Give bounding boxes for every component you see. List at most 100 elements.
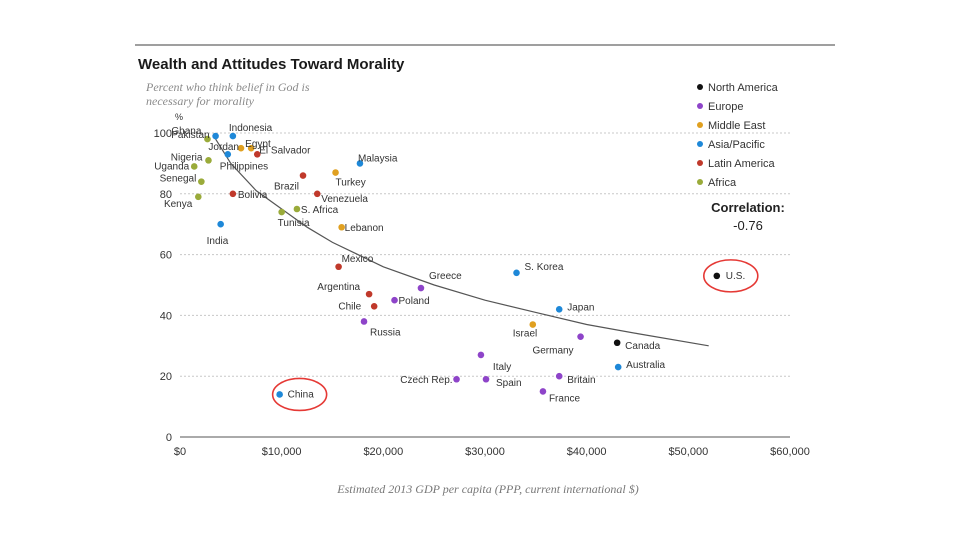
point-label-mexico: Mexico <box>342 254 374 265</box>
legend-marker-north-america <box>697 84 703 90</box>
point-ghana <box>204 135 211 143</box>
point-label-brazil: Brazil <box>274 182 299 193</box>
point-spain <box>482 375 490 383</box>
y-unit-label: % <box>175 112 183 122</box>
point-label-indonesia: Indonesia <box>229 123 273 134</box>
point-italy <box>477 351 485 359</box>
point-label-france: France <box>549 393 581 404</box>
x-tick-label: $30,000 <box>465 446 505 458</box>
legend-label-africa: Africa <box>708 177 737 189</box>
legend-label-middle-east: Middle East <box>708 120 765 132</box>
point-philippines <box>224 150 232 158</box>
point-label-greece: Greece <box>429 271 462 282</box>
chart-subtitle-line-2: necessary for morality <box>146 94 255 108</box>
point-label-chile: Chile <box>338 301 361 312</box>
point-pakistan <box>212 132 219 140</box>
point-venezuela <box>313 190 321 198</box>
point-mexico <box>335 263 342 271</box>
point-czech-rep <box>453 375 460 383</box>
x-tick-label: $0 <box>174 446 186 458</box>
chart-title: Wealth and Attitudes Toward Morality <box>138 56 405 73</box>
point-label-kenya: Kenya <box>164 199 193 210</box>
point-label-nigeria: Nigeria <box>171 152 203 163</box>
y-tick-label: 80 <box>160 189 172 201</box>
x-tick-label: $60,000 <box>770 446 810 458</box>
y-tick-label: 20 <box>160 371 172 383</box>
point-britain <box>555 372 563 380</box>
axes: 0 20 40 60 80 100 $0 $10,000 $20,000 $30,000 $40,0… <box>154 128 810 458</box>
correlation-label: Correlation: <box>711 200 785 215</box>
legend-marker-europe <box>697 103 703 109</box>
point-label-poland: Poland <box>399 296 430 307</box>
x-tick-label: $10,000 <box>262 446 302 458</box>
trendline <box>215 138 709 347</box>
y-tick-label: 100 <box>154 128 172 140</box>
point-label-italy: Italy <box>493 362 511 373</box>
point-u-s <box>713 272 721 280</box>
point-label-tunisia: Tunisia <box>278 218 310 229</box>
correlation-value: -0.76 <box>733 218 763 233</box>
highlight-circles <box>271 259 759 412</box>
point-indonesia <box>229 132 237 140</box>
x-tick-label: $40,000 <box>567 446 607 458</box>
point-turkey <box>332 169 339 176</box>
point-greece <box>417 284 425 292</box>
legend-label-north-america: North America <box>708 82 779 94</box>
point-label-israel: Israel <box>513 329 537 340</box>
point-label-pakistan: Pakistan <box>171 130 209 141</box>
point-germany <box>577 333 584 340</box>
y-tick-label: 40 <box>160 310 172 322</box>
point-label-u-s: U.S. <box>726 271 745 282</box>
x-tick-label: $20,000 <box>363 446 403 458</box>
point-senegal <box>198 178 205 185</box>
point-canada <box>613 339 621 347</box>
point-china <box>276 391 283 398</box>
point-poland <box>391 296 398 304</box>
point-label-philippines: Philippines <box>220 161 268 172</box>
point-label-bolivia: Bolivia <box>238 190 268 201</box>
point-label-uganda: Uganda <box>154 161 189 172</box>
point-label-s-korea: S. Korea <box>525 262 564 273</box>
point-s-korea <box>513 269 520 277</box>
highlight-china <box>271 377 328 412</box>
point-chile <box>370 302 378 310</box>
legend-marker-africa <box>697 179 703 185</box>
point-label-spain: Spain <box>496 378 522 389</box>
point-egypt <box>247 144 255 152</box>
x-axis-label: Estimated 2013 GDP per capita (PPP, curr… <box>336 482 638 496</box>
point-label-canada: Canada <box>625 341 660 352</box>
point-label-argentina: Argentina <box>317 282 360 293</box>
point-label-jordan: Jordan <box>208 142 239 153</box>
point-label-senegal: Senegal <box>160 174 197 185</box>
point-label-japan: Japan <box>567 302 594 313</box>
legend-marker-middle-east <box>697 122 703 128</box>
legend-label-asia-pacific: Asia/Pacific <box>708 139 765 151</box>
trendline-group <box>215 138 709 347</box>
point-label-malaysia: Malaysia <box>358 153 398 164</box>
point-france <box>539 388 547 395</box>
y-tick-label: 0 <box>166 432 172 444</box>
point-russia <box>360 318 368 325</box>
point-jordan <box>237 144 245 152</box>
point-label-turkey: Turkey <box>336 178 366 189</box>
legend-marker-latin-america <box>697 160 703 166</box>
point-kenya <box>195 193 202 201</box>
point-brazil <box>299 172 307 179</box>
highlight-u-s <box>702 259 759 293</box>
point-label-s-africa: S. Africa <box>301 205 339 216</box>
point-label-russia: Russia <box>370 327 401 338</box>
point-japan <box>555 306 563 313</box>
point-label-el-salvador: El Salvador <box>259 145 311 156</box>
point-label-lebanon: Lebanon <box>345 223 384 234</box>
point-label-ghana: Ghana <box>171 126 201 137</box>
gridlines <box>180 132 790 377</box>
point-nigeria <box>205 157 212 164</box>
point-malaysia <box>356 160 364 167</box>
point-label-egypt: Egypt <box>245 139 271 150</box>
point-label-czech-rep: Czech Rep. <box>400 375 452 386</box>
point-argentina <box>365 290 373 298</box>
legend-marker-asia-pacific <box>697 141 703 147</box>
legend-label-europe: Europe <box>708 101 743 113</box>
point-india <box>217 220 224 228</box>
